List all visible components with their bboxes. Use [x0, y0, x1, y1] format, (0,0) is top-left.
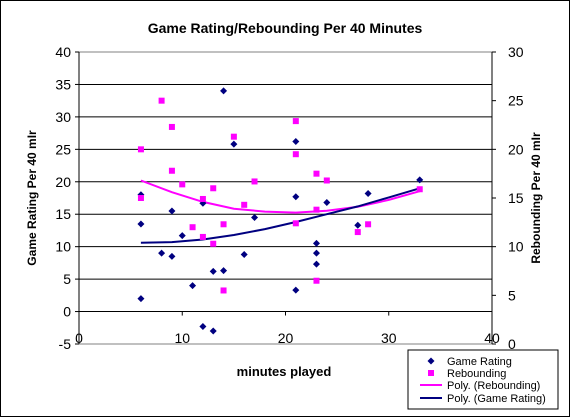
y-axis-right-label: Rebounding Per 40 mIr [529, 132, 543, 264]
point-rebounding [354, 229, 361, 236]
point-game-rating [168, 207, 176, 215]
point-game-rating [209, 267, 217, 275]
point-rebounding [365, 221, 372, 228]
y-right-tick-label: 10 [508, 239, 524, 255]
point-game-rating [312, 260, 320, 268]
point-game-rating [323, 199, 331, 207]
point-rebounding [292, 220, 299, 227]
x-tick-label: 0 [75, 330, 83, 346]
y-left-tick-label: 30 [55, 109, 71, 125]
point-game-rating [178, 232, 186, 240]
point-game-rating [292, 138, 300, 146]
point-rebounding [323, 177, 330, 184]
legend-label-poly-rebounding: Poly. (Rebounding) [447, 380, 540, 392]
point-game-rating [168, 252, 176, 260]
point-rebounding [179, 181, 186, 188]
y-axis-left-label: Game Rating Per 40 mIr [25, 130, 39, 266]
point-game-rating [199, 322, 207, 330]
point-rebounding [313, 206, 320, 213]
point-rebounding [199, 233, 206, 240]
point-rebounding [220, 221, 227, 228]
y-right-tick-label: 20 [508, 141, 524, 157]
y-left-tick-label: 0 [63, 304, 71, 320]
y-left-tick-label: 20 [55, 174, 71, 190]
y-right-tick-label: 25 [508, 93, 524, 109]
y-left-tick-label: 10 [55, 239, 71, 255]
y-left-tick-label: 40 [55, 44, 71, 60]
y-right-tick-label: 0 [508, 336, 516, 352]
legend-marker-rebounding [428, 370, 434, 376]
y-left-tick-label: -5 [59, 336, 72, 352]
legend-label-poly-game-rating: Poly. (Game Rating) [447, 393, 546, 405]
point-rebounding [137, 195, 144, 201]
legend-label-game-rating: Game Rating [447, 356, 512, 368]
point-game-rating [137, 220, 145, 228]
y-right-tick-label: 30 [508, 44, 524, 60]
point-rebounding [241, 201, 248, 208]
trendline-poly-rebounding [140, 179, 420, 214]
point-game-rating [230, 140, 238, 148]
point-rebounding [168, 123, 175, 130]
x-tick-label: 30 [381, 330, 397, 346]
point-game-rating [240, 250, 248, 258]
point-rebounding [158, 97, 165, 104]
axes [75, 51, 496, 345]
point-game-rating [220, 87, 228, 95]
point-rebounding [313, 277, 320, 284]
legend-label-rebounding: Rebounding [447, 368, 506, 380]
point-game-rating [312, 239, 320, 247]
y-left-tick-label: 15 [55, 206, 71, 222]
point-game-rating [292, 193, 300, 201]
point-rebounding [313, 170, 320, 177]
point-rebounding [251, 178, 258, 185]
point-rebounding [168, 167, 175, 174]
y-right-tick-label: 15 [508, 190, 524, 206]
point-rebounding [292, 118, 299, 125]
point-game-rating [292, 286, 300, 294]
y-right-tick-label: 5 [508, 287, 516, 303]
data-points [137, 87, 424, 335]
y-left-tick-label: 25 [55, 141, 71, 157]
chart-title: Game Rating/Rebounding Per 40 Minutes [148, 20, 423, 36]
legend-marker-game-rating [427, 357, 435, 365]
point-rebounding [230, 133, 237, 140]
point-game-rating [137, 295, 145, 303]
point-rebounding [292, 151, 299, 158]
trendline-poly-game-rating [140, 187, 420, 244]
point-game-rating [158, 249, 166, 257]
y-left-tick-label: 5 [63, 271, 71, 287]
point-game-rating [209, 327, 217, 335]
x-tick-label: 10 [174, 330, 190, 346]
plot-area [78, 51, 493, 345]
point-game-rating [312, 249, 320, 257]
point-rebounding [189, 224, 196, 231]
point-game-rating [354, 221, 362, 229]
x-tick-label: 20 [278, 330, 294, 346]
point-rebounding [210, 185, 217, 192]
point-rebounding [416, 186, 423, 193]
point-game-rating [189, 282, 197, 290]
point-rebounding [199, 195, 206, 202]
gridlines [79, 83, 492, 313]
x-tick-label: 40 [484, 330, 500, 346]
point-rebounding [220, 287, 227, 294]
point-game-rating [416, 176, 424, 184]
y-left-tick-label: 35 [55, 76, 71, 92]
point-rebounding [210, 240, 217, 247]
trendlines [140, 179, 420, 244]
legend: Game Rating Rebounding Poly. (Rebounding… [407, 349, 559, 410]
x-axis-label: minutes played [237, 364, 332, 379]
point-game-rating [251, 213, 259, 221]
point-game-rating [364, 189, 372, 197]
point-rebounding [137, 146, 144, 153]
point-game-rating [220, 267, 228, 275]
